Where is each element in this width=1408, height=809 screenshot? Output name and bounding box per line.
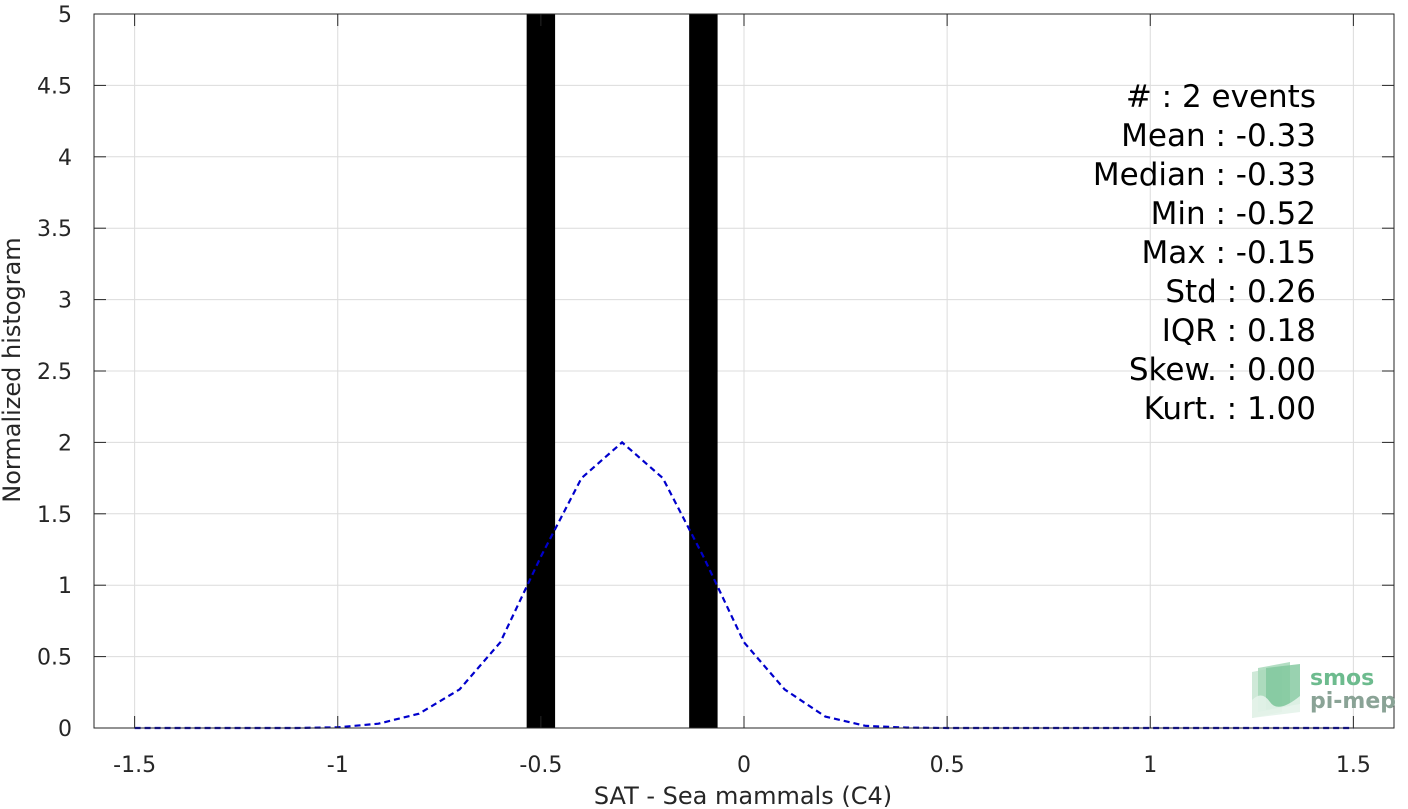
smos-pi-mep-logo: smos pi-mep [1252,662,1396,718]
stat-line: Mean : -0.33 [1121,118,1316,154]
histogram-bars [526,14,718,728]
x-tick-label: 1.5 [1336,753,1371,778]
x-tick-label: -0.5 [519,753,562,778]
y-tick-label: 0 [58,717,72,742]
x-tick-labels: -1.5 -1 -0.5 0 0.5 1 1.5 [113,753,1371,778]
y-tick-label: 2.5 [37,360,72,385]
y-tick-label: 0.5 [37,646,72,671]
histogram-bar [689,14,718,728]
x-tick-label: 1 [1143,753,1157,778]
y-tick-label: 4 [58,146,72,171]
y-tick-label: 1 [58,574,72,599]
x-tick-label: 0.5 [930,753,965,778]
stat-line: Min : -0.52 [1151,196,1316,232]
stat-line: # : 2 events [1126,79,1316,115]
x-axis-label: SAT - Sea mammals (C4) [594,782,892,809]
x-tick-label: -1.5 [113,753,156,778]
logo-mark-icon [1252,662,1300,718]
stat-line: IQR : 0.18 [1162,313,1316,349]
stat-line: Skew. : 0.00 [1129,352,1316,388]
axis-ticks [94,13,1394,729]
logo-text-smos: smos [1310,666,1374,691]
histogram-bar [526,14,556,728]
y-tick-label: 3.5 [37,217,72,242]
stat-line: Median : -0.33 [1093,157,1316,193]
logo-text-pi-mep: pi-mep [1310,689,1396,714]
stat-line: Std : 0.26 [1165,274,1316,310]
y-tick-labels: 0 0.5 1 1.5 2 2.5 3 3.5 4 4.5 5 [37,3,72,742]
y-tick-label: 2 [58,431,72,456]
y-tick-label: 1.5 [37,503,72,528]
y-tick-label: 3 [58,289,72,314]
y-axis-label: Normalized histogram [0,237,26,502]
y-tick-label: 4.5 [37,74,72,99]
x-tick-label: -1 [327,753,349,778]
stat-line: Max : -0.15 [1142,235,1316,271]
stat-line: Kurt. : 1.00 [1144,391,1316,427]
x-tick-label: 0 [737,753,751,778]
y-tick-label: 5 [58,3,72,28]
